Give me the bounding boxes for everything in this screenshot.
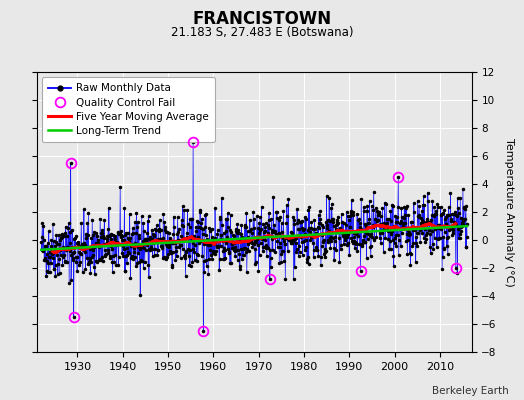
Y-axis label: Temperature Anomaly (°C): Temperature Anomaly (°C) <box>504 138 514 286</box>
Legend: Raw Monthly Data, Quality Control Fail, Five Year Moving Average, Long-Term Tren: Raw Monthly Data, Quality Control Fail, … <box>42 77 215 142</box>
Text: Berkeley Earth: Berkeley Earth <box>432 386 508 396</box>
Text: 21.183 S, 27.483 E (Botswana): 21.183 S, 27.483 E (Botswana) <box>171 26 353 39</box>
Text: FRANCISTOWN: FRANCISTOWN <box>192 10 332 28</box>
